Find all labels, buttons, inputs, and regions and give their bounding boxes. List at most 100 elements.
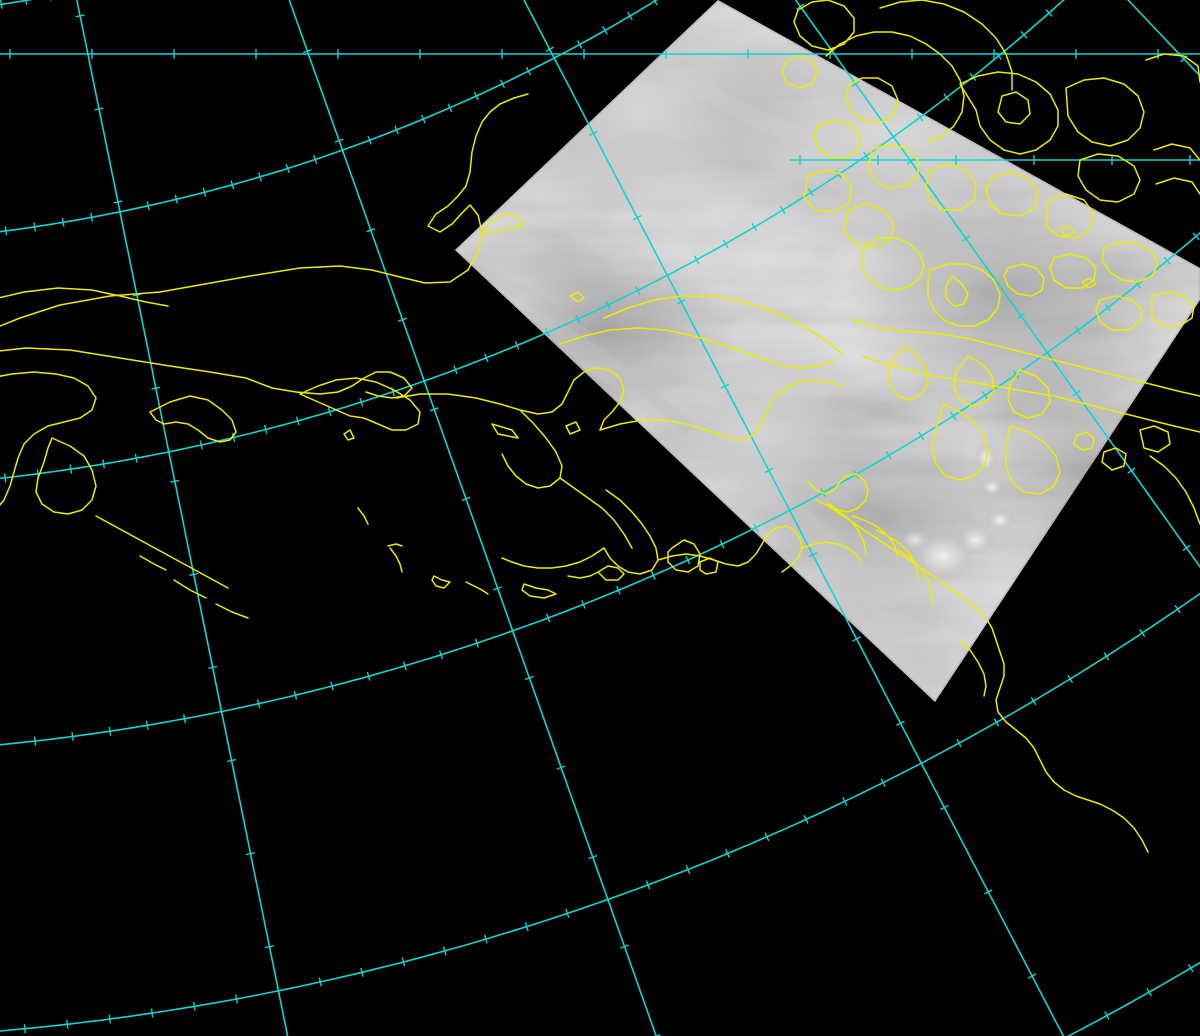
graticule-parallel-tick (1074, 326, 1082, 335)
graticule-meridian-tick (620, 944, 630, 949)
coast-arctic-mainland (851, 319, 1200, 397)
graticule-meridian-tick (398, 317, 408, 322)
graticule-meridian-tick (808, 552, 818, 558)
graticule-parallel-tick (230, 180, 235, 190)
graticule-parallel-tick (1030, 696, 1037, 706)
graticule-parallel-tick (1103, 652, 1110, 661)
coast-aleutian-6 (521, 583, 557, 599)
graticule-parallel-tick (23, 1024, 26, 1034)
graticule-parallel-tick (183, 714, 187, 724)
coast-kuril-frag-b (173, 579, 207, 599)
coast-far-north-1 (1065, 77, 1145, 147)
coast-far-north-2 (1145, 53, 1200, 83)
coast-north-arch-3 (813, 119, 861, 159)
graticule-meridian-3 (794, 0, 1200, 569)
graticule-meridian-tick (429, 407, 439, 412)
graticule-parallel-tick (318, 977, 322, 987)
coastlines[interactable] (0, 0, 1200, 853)
graticule-parallel-tick (1163, 256, 1171, 265)
graticule-parallel-tick (993, 718, 1000, 727)
graticule-meridian-tick (796, 3, 805, 10)
graticule-parallel-tick (474, 638, 480, 648)
coast-kuril-frag-c (215, 603, 249, 619)
coast-north-arch-10 (781, 55, 819, 89)
graticule-meridian-4 (1126, 0, 1200, 77)
graticule-parallel-tick (1174, 605, 1181, 614)
coast-islet-2 (343, 429, 355, 441)
graticule-parallel-tick (102, 459, 105, 469)
graticule-parallel-tick (575, 314, 581, 324)
coast-chukotka-south (0, 347, 413, 399)
coast-canada-east (1149, 455, 1200, 525)
graticule-parallel-tick (3, 473, 7, 483)
graticule-parallel-tick (327, 407, 332, 417)
coast-aleutian-8 (597, 565, 625, 581)
graticule-parallel-tick (285, 163, 290, 173)
graticule-parallel-tick (69, 464, 73, 474)
coast-bering-east (299, 377, 421, 431)
graticule-parallel-tick (174, 194, 179, 204)
swath-cloud-arc (467, 263, 695, 436)
coast-north-arch-2 (845, 77, 899, 123)
coast-norton-sound (501, 409, 563, 489)
swath-bright-cloud-core-3 (985, 509, 1015, 531)
coast-aleutian-5 (465, 581, 489, 595)
coast-alaska-arctic-edge (603, 295, 843, 355)
coast-alaska-peninsula-tip (501, 547, 605, 569)
graticule-parallel-tick (192, 1001, 196, 1011)
graticule-parallel-tick (0, 0, 3, 9)
graticule-parallel-tick (1139, 628, 1146, 638)
coast-islet-5 (1059, 225, 1075, 237)
graticule-parallel-tick (33, 222, 36, 232)
graticule-parallel-tick (33, 736, 37, 746)
graticule-parallel-tick (722, 239, 729, 248)
graticule-meridian-tick (524, 675, 534, 681)
coast-arctic-mainland-2 (861, 355, 1200, 433)
graticule-parallel-tick (394, 125, 399, 135)
graticule-parallel-tick (66, 1019, 69, 1029)
graticule-parallel-tick (295, 416, 300, 426)
graticule-parallel-tick (842, 796, 848, 806)
graticule-meridian-tick (113, 200, 123, 204)
graticule-parallel-tick (258, 172, 262, 182)
coast-north-arch-1 (793, 0, 855, 51)
graticule-parallel-tick (146, 201, 150, 211)
coast-north-arch-6 (985, 171, 1039, 217)
graticule-parallel-tick (956, 738, 962, 748)
graticule-parallel-tick (616, 585, 621, 595)
graticule-meridian-1 (288, 0, 657, 1036)
coast-aleutian-3 (387, 543, 403, 547)
coast-bristol-bay (559, 477, 633, 549)
graticule-parallel-tick (581, 599, 586, 609)
graticule-parallel-tick (885, 451, 892, 460)
swath-bright-cloud-core-4 (979, 477, 1005, 497)
coast-arctic-bay-2 (953, 355, 995, 407)
graticule-parallel-0 (0, 0, 33, 6)
graticule-meridian-tick (851, 80, 860, 88)
graticule-parallel-tick (235, 994, 238, 1004)
graticule-parallel-tick (602, 26, 608, 35)
graticule-parallel-tick (402, 661, 407, 671)
graticule-meridian-tick (764, 467, 774, 474)
coast-north-arch-4 (867, 143, 919, 189)
graticule-parallel-tick (499, 79, 506, 89)
graticule-parallel-tick (525, 66, 532, 76)
coast-kuril-frag-a (139, 555, 167, 571)
graticule-meridian-tick (1016, 312, 1026, 320)
coast-far-north-4 (1077, 153, 1141, 203)
graticule-meridian-tick (151, 386, 161, 390)
graticule-parallel-tick (969, 72, 977, 81)
graticule-parallel-2 (0, 0, 1065, 480)
graticule-parallel-tick (725, 849, 730, 858)
coast-kuril-arc (95, 515, 229, 589)
graticule-parallel-tick (514, 340, 520, 350)
graticule-meridian-tick (1072, 390, 1081, 397)
graticule-parallel-tick (313, 154, 318, 164)
coast-alaska-north-slope (559, 327, 835, 369)
coast-ellesmere-inner (997, 91, 1031, 125)
coast-greenland-north (879, 0, 1013, 91)
coast-victoria-island (927, 263, 1001, 327)
